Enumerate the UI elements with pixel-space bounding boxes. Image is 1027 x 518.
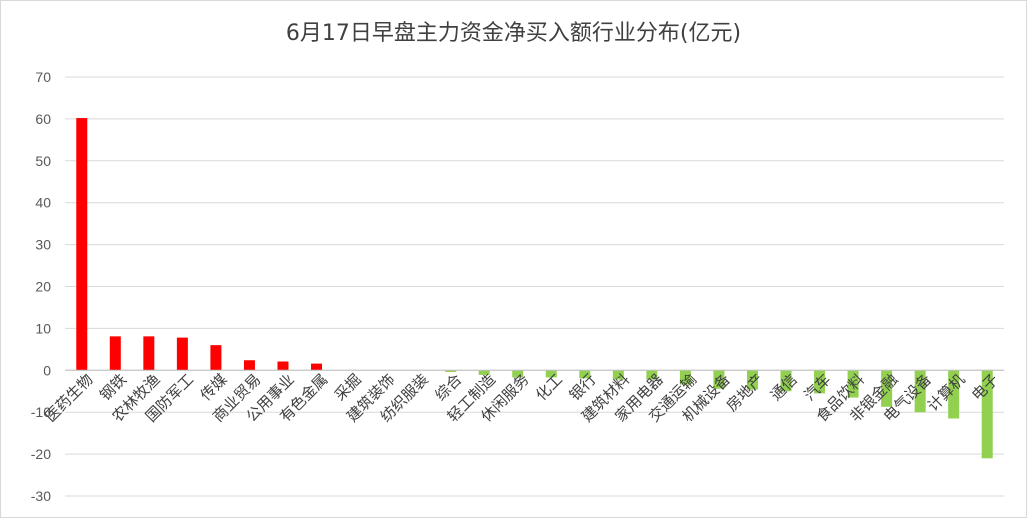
bar xyxy=(176,337,188,371)
bar xyxy=(881,370,893,407)
bar xyxy=(981,370,993,459)
bar xyxy=(277,361,289,371)
y-tick-label: 10 xyxy=(35,320,51,336)
category-label: 房地产 xyxy=(723,370,768,415)
bar xyxy=(210,345,222,371)
y-tick-label: 60 xyxy=(35,111,51,127)
y-tick-label: -30 xyxy=(31,488,51,504)
bars xyxy=(76,118,993,459)
category-label: 电子 xyxy=(968,370,1002,404)
bar xyxy=(478,370,490,375)
bar xyxy=(311,363,323,371)
bar xyxy=(243,360,255,371)
bar xyxy=(847,370,859,398)
bar xyxy=(780,370,792,392)
y-tick-label: 0 xyxy=(43,362,51,378)
y-tick-label: 40 xyxy=(35,195,51,211)
bar xyxy=(545,370,557,378)
bar xyxy=(646,370,658,380)
y-tick-label: 70 xyxy=(35,69,51,85)
category-label: 化工 xyxy=(532,370,566,404)
bar xyxy=(579,370,591,379)
y-tick-label: 50 xyxy=(35,153,51,169)
bar xyxy=(948,370,960,419)
bar xyxy=(109,336,121,371)
category-label: 计算机 xyxy=(924,370,969,415)
bar xyxy=(713,370,725,389)
bar xyxy=(445,370,457,372)
y-tick-label: -20 xyxy=(31,446,51,462)
bar xyxy=(914,370,926,413)
bar xyxy=(679,370,691,385)
bar xyxy=(814,370,826,394)
bar xyxy=(143,336,155,371)
category-label: 通信 xyxy=(767,370,801,404)
gridlines xyxy=(65,76,1004,497)
chart-title: 6月17日早盘主力资金净买入额行业分布(亿元) xyxy=(285,21,742,46)
bar xyxy=(76,118,88,371)
y-axis-ticks: 70 60 50 40 30 20 10 0 -10 -20 -30 xyxy=(31,69,51,504)
bar xyxy=(512,370,524,378)
y-tick-label: -10 xyxy=(31,404,51,420)
y-tick-label: 30 xyxy=(35,237,51,253)
y-tick-label: 20 xyxy=(35,279,51,295)
bar xyxy=(612,370,624,380)
bar xyxy=(746,370,758,390)
category-label: 医药生物 xyxy=(41,370,96,425)
